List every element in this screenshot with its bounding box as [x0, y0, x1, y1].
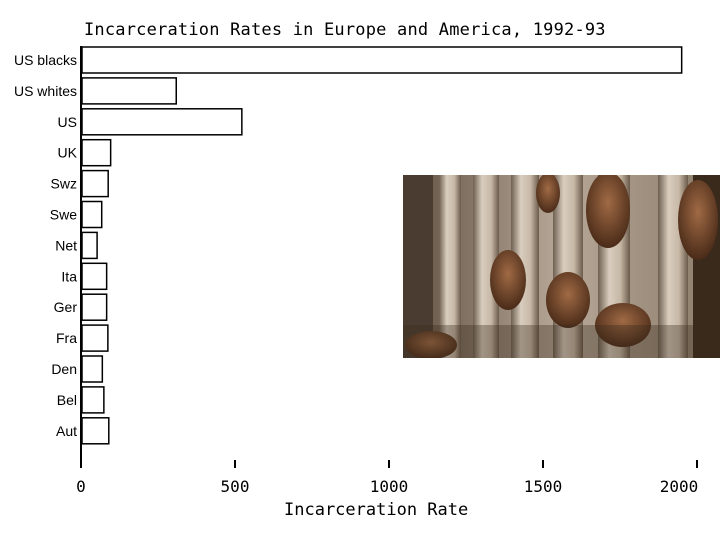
y-tick-label: UK: [58, 145, 78, 161]
bar: [81, 262, 108, 291]
x-tick-label: 500: [221, 477, 250, 496]
bar: [81, 324, 109, 352]
y-tick-label: Den: [51, 361, 77, 377]
prison-bars-image: [403, 175, 720, 358]
y-tick-label: Ger: [54, 299, 78, 315]
y-tick-label: Fra: [56, 330, 77, 346]
y-tick-label: US blacks: [14, 52, 77, 68]
bar: [81, 108, 243, 136]
y-tick-label: Swe: [50, 207, 77, 223]
y-tick-label: US whites: [14, 83, 77, 99]
y-tick-label: Bel: [57, 392, 77, 408]
bar: [81, 77, 177, 105]
bar: [81, 417, 110, 445]
bar: [81, 200, 103, 229]
bar: [81, 355, 104, 383]
x-tick-label: 1500: [524, 477, 563, 496]
x-tick-label: 2000: [660, 477, 699, 496]
bar: [81, 46, 683, 74]
y-tick-label: Net: [55, 237, 77, 253]
y-tick-label: Ita: [61, 268, 77, 284]
bar: [81, 138, 112, 167]
x-tick-label: 1000: [370, 477, 409, 496]
x-axis-label: Incarceration Rate: [284, 500, 469, 520]
prison-bars-photo: [403, 175, 720, 358]
chart-title: Incarceration Rates in Europe and Americ…: [84, 20, 606, 40]
bar: [81, 231, 98, 260]
y-tick-label: Swz: [51, 176, 77, 192]
bar: [81, 293, 108, 321]
y-tick-label: Aut: [56, 423, 77, 439]
bar: [81, 169, 109, 198]
bar: [81, 386, 105, 414]
y-tick-label: US: [58, 114, 77, 130]
x-tick-label: 0: [76, 477, 86, 496]
